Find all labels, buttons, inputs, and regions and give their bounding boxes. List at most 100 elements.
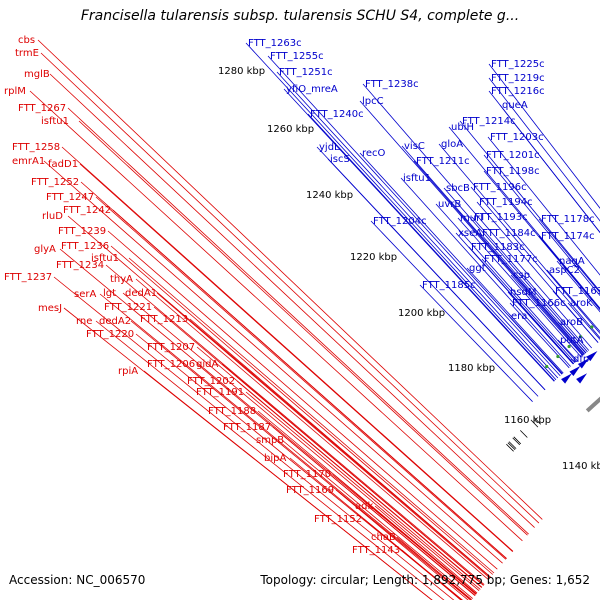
reverse-gene-label: dedA2 <box>99 316 131 327</box>
forward-gene-label: FTT_1193c <box>474 212 528 223</box>
forward-gene-label: lpcC <box>362 96 384 107</box>
reverse-leader-line <box>189 318 491 578</box>
map-title: Francisella tularensis subsp. tularensis… <box>80 8 520 24</box>
forward-label-leaders <box>245 42 600 402</box>
forward-leader-line <box>370 220 539 397</box>
forward-gene-label: FTT_1185c <box>422 280 476 291</box>
reverse-gene-label: FTT_1191 <box>196 387 244 398</box>
reverse-gene-label: emrA1 <box>12 156 45 167</box>
reverse-gene-label: trmE <box>15 48 39 59</box>
forward-leader-line <box>499 104 600 234</box>
forward-gene-label: era <box>511 311 527 322</box>
reverse-gene-label: FTT_1202 <box>187 376 235 387</box>
reverse-leader-line <box>396 536 472 600</box>
forward-leader-line <box>538 235 600 310</box>
scale-tick <box>507 442 516 450</box>
forward-gene-label: nagA <box>559 256 585 267</box>
reverse-gene-label: FTT_1170 <box>283 469 331 480</box>
forward-gene-label: FTT_1255c <box>270 51 324 62</box>
reverse-gene-label: FTT_1239 <box>58 226 106 237</box>
forward-gene-label: FTT_1198c <box>486 166 540 177</box>
scale-tick <box>530 419 539 428</box>
forward-gene-label: FTT_1211c <box>416 156 470 167</box>
reverse-gene-label: FTT_1237 <box>4 272 52 283</box>
reverse-gene-label: rpiA <box>118 366 138 377</box>
reverse-gene-labels: cbs trmE mglB rplM FTT_1267 isftu1 FTT_1258emr… <box>4 35 400 556</box>
scale-label: 1260 kbp <box>267 124 314 135</box>
forward-gene-label: FTT_1166c <box>512 298 566 309</box>
reverse-gene-label: isftu1 <box>91 253 119 264</box>
reverse-gene-label: FTT_1152 <box>314 514 362 525</box>
reverse-leader-line <box>99 293 472 600</box>
reverse-leader-line <box>61 146 514 552</box>
reverse-leader-line <box>281 439 473 599</box>
forward-gene-label: ubiH <box>451 122 474 133</box>
rna-dot <box>545 364 549 369</box>
forward-leader-line <box>466 267 564 374</box>
forward-gene-label: yfiO_mreA <box>286 84 338 95</box>
forward-leader-line <box>567 302 600 340</box>
forward-gene-label: aroK <box>570 298 593 309</box>
reverse-gene-label: bipA <box>264 453 286 464</box>
forward-gene-label: murI <box>460 213 483 224</box>
reverse-gene-label: FTT_1169 <box>286 485 334 496</box>
topology-summary: Topology: circular; Length: 1,892,775 bp… <box>260 573 590 587</box>
scale-tick <box>520 430 528 438</box>
forward-gene-label: FTT_1204c <box>373 216 427 227</box>
forward-gene-label: hsdM <box>510 287 537 298</box>
reverse-leader-line <box>79 163 513 552</box>
scale-tick <box>506 443 514 452</box>
forward-gene-arrow <box>577 358 589 369</box>
reverse-gene-label: FTT_1252 <box>31 177 79 188</box>
forward-gene-label: FTT_1216c <box>491 86 545 97</box>
reverse-leader-line <box>105 264 485 585</box>
reverse-leader-line <box>53 276 455 600</box>
forward-gene-label: FTT_1184c <box>482 228 536 239</box>
forward-gene-label: FTT_1263c <box>248 38 302 49</box>
reverse-gene-label: FTT_1267 <box>18 103 66 114</box>
scale-label: 1140 kbp <box>562 461 600 472</box>
forward-leader-line <box>283 88 555 382</box>
reverse-leader-line <box>128 257 495 574</box>
reverse-gene-label: FTT_1236 <box>61 241 109 252</box>
forward-leader-line <box>468 246 575 364</box>
forward-gene-label: FTT_1214c <box>462 116 516 127</box>
forward-gene-arrow <box>569 365 581 377</box>
forward-gene-arrow <box>576 373 588 384</box>
reverse-gene-label: FTT_1213 <box>140 314 188 325</box>
reverse-leader-line <box>67 107 529 535</box>
forward-gene-arrow <box>561 373 572 384</box>
reverse-leader-line <box>122 292 480 592</box>
reverse-gene-label: FTT_1206 <box>147 359 195 370</box>
reverse-gene-label: FTT_1207 <box>147 342 195 353</box>
rna-dot <box>590 325 594 329</box>
reverse-gene-label: adk <box>355 501 373 512</box>
forward-gene-label: uvrB <box>438 199 461 210</box>
forward-leader-line <box>438 143 600 334</box>
reverse-leader-line <box>135 278 489 580</box>
forward-leader-line <box>362 83 593 349</box>
reverse-gene-label: isftu1 <box>41 116 69 127</box>
forward-leader-line <box>470 186 600 339</box>
forward-gene-label: iscS <box>330 154 350 165</box>
feature-rings <box>545 325 598 384</box>
reverse-leader-line <box>40 52 540 524</box>
reverse-gene-label: FTT_1234 <box>56 260 104 271</box>
reverse-gene-label: rluD <box>42 211 63 222</box>
scale-label: 1160 kbp <box>504 415 551 426</box>
scale-label: 1180 kbp <box>448 363 495 374</box>
reverse-gene-label: thyA <box>110 274 133 285</box>
forward-gene-label: putA <box>560 335 584 346</box>
forward-leader-line <box>546 269 600 333</box>
reverse-gene-label: FTT_1247 <box>46 192 94 203</box>
reverse-gene-label: FTT_1221 <box>104 302 152 313</box>
reverse-leader-line <box>272 426 476 597</box>
reverse-leader-line <box>221 363 484 586</box>
reverse-leader-line <box>335 489 469 600</box>
reverse-gene-label: fadD1 <box>48 159 78 170</box>
forward-gene-label: aroB <box>560 317 583 328</box>
forward-gene-label: queA <box>502 100 528 111</box>
forward-gene-label: recO <box>362 148 386 159</box>
reverse-leader-line <box>143 370 433 600</box>
reverse-leader-line <box>95 320 445 600</box>
